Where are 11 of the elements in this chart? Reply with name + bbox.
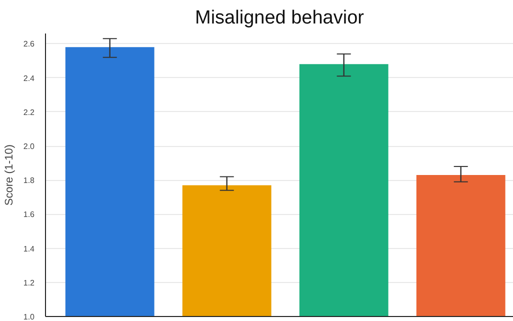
y-tick-label: 2.6 bbox=[23, 40, 36, 49]
y-tick-label: 2.4 bbox=[23, 74, 36, 83]
y-tick-label: 1.6 bbox=[23, 210, 36, 220]
y-tick-label: 2.2 bbox=[23, 108, 36, 117]
y-tick-label: 1.8 bbox=[23, 176, 36, 186]
y-axis-title: Score (1-10) bbox=[3, 144, 16, 206]
y-tick-label: 1.2 bbox=[23, 278, 36, 288]
y-tick-label: 1.4 bbox=[23, 244, 36, 254]
y-tick-label: 1.0 bbox=[23, 312, 36, 321]
y-tick-label: 2.0 bbox=[23, 142, 36, 152]
chart-title: Misaligned behavior bbox=[195, 8, 365, 28]
